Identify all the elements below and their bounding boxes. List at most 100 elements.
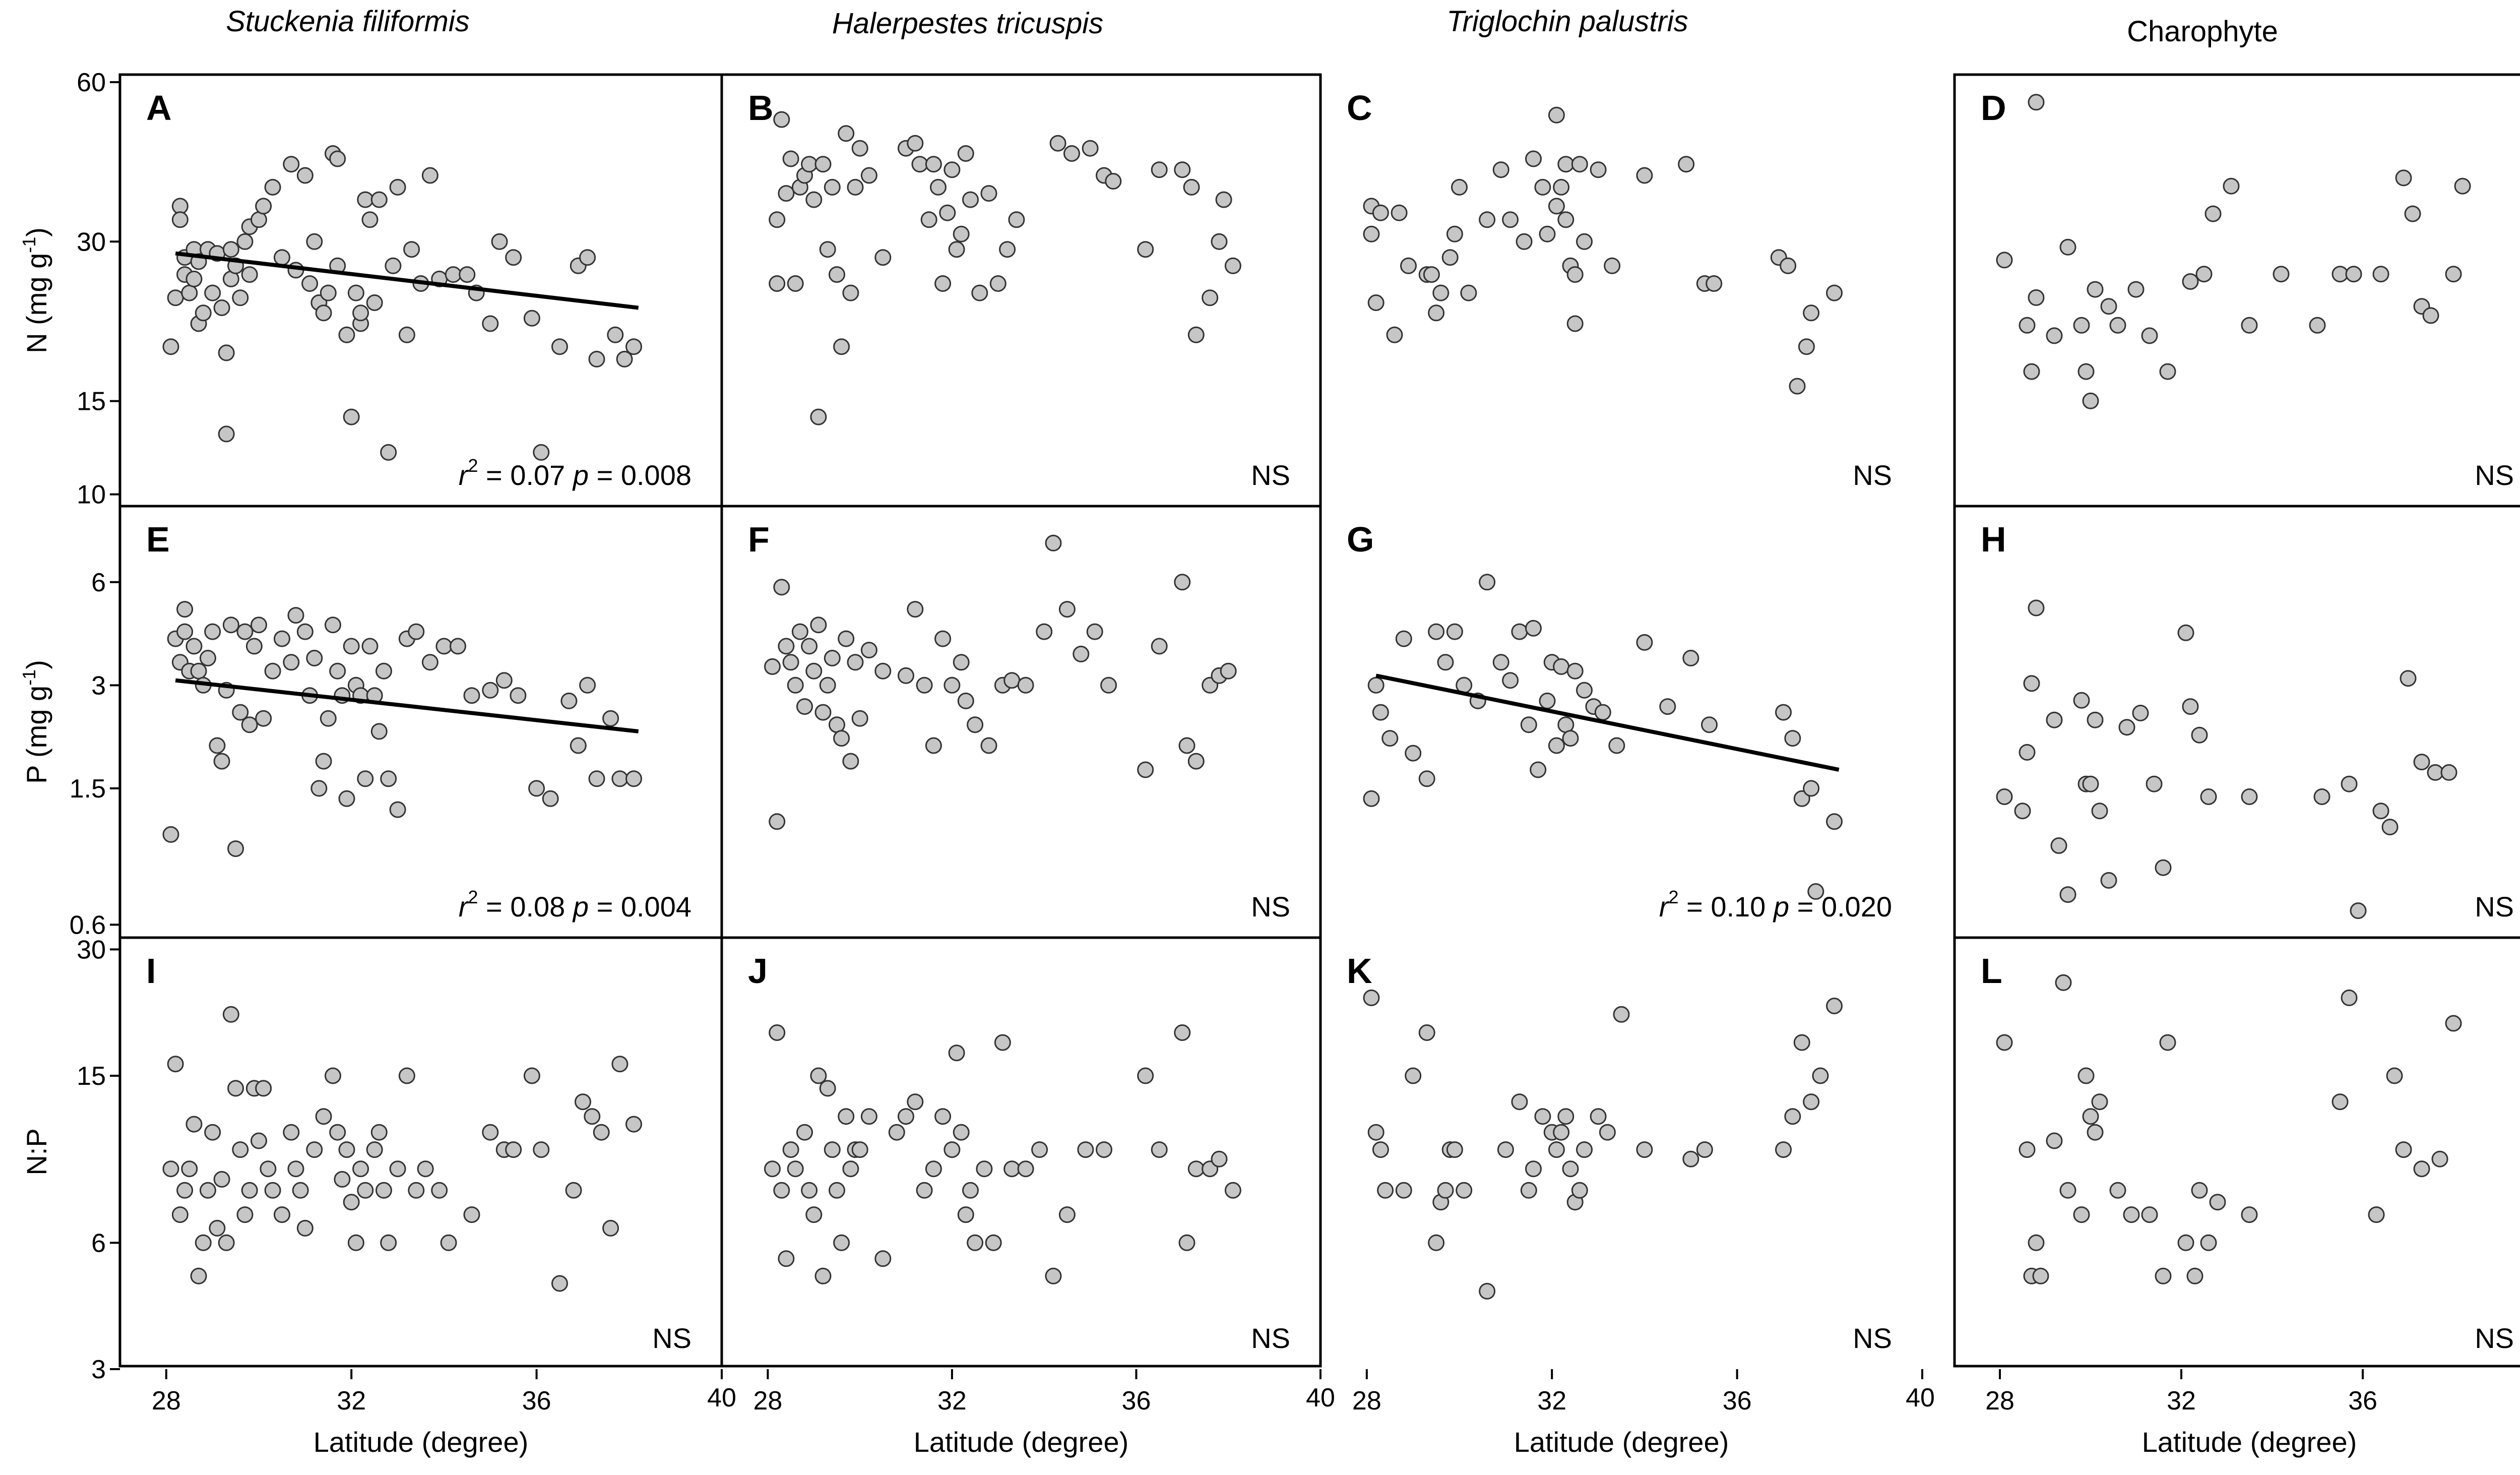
data-point bbox=[847, 654, 864, 671]
data-point bbox=[1174, 1024, 1191, 1041]
data-point bbox=[814, 156, 832, 173]
data-point bbox=[1017, 1160, 1034, 1178]
data-point bbox=[925, 1160, 942, 1178]
panel-f: F NS bbox=[748, 520, 1290, 923]
data-point bbox=[2046, 1132, 2063, 1149]
y-tick-label: 30 bbox=[77, 227, 106, 257]
data-point bbox=[1803, 304, 1820, 322]
panel-frames bbox=[118, 73, 2520, 1368]
data-point bbox=[375, 1182, 392, 1199]
data-point bbox=[338, 1141, 355, 1158]
y-axis-title-np: N:P bbox=[21, 1128, 52, 1175]
data-point bbox=[2445, 266, 2462, 283]
data-point bbox=[366, 294, 383, 311]
x-tick-label: 36 bbox=[522, 1386, 551, 1416]
data-point bbox=[2368, 1206, 2385, 1223]
data-point bbox=[2087, 711, 2104, 728]
data-point bbox=[838, 125, 855, 142]
data-point bbox=[2091, 803, 2108, 820]
data-point bbox=[171, 211, 188, 228]
data-point bbox=[232, 704, 249, 721]
data-point bbox=[829, 266, 845, 283]
data-point bbox=[782, 1141, 799, 1158]
data-point bbox=[625, 770, 642, 787]
data-point bbox=[1613, 1006, 1630, 1023]
data-point bbox=[213, 1171, 230, 1188]
data-point bbox=[2109, 1182, 2126, 1199]
data-point bbox=[459, 266, 476, 283]
data-point bbox=[838, 630, 855, 647]
annotation-h: NS bbox=[2475, 891, 2514, 923]
panel-letter-d: D bbox=[1981, 88, 2006, 128]
data-point bbox=[805, 1206, 823, 1223]
data-point bbox=[292, 1182, 309, 1199]
data-point bbox=[283, 156, 300, 173]
data-point bbox=[241, 1182, 258, 1199]
y-tick-label: 1.5 bbox=[70, 774, 106, 804]
data-point bbox=[1381, 730, 1399, 747]
x-tick-label: 36 bbox=[1723, 1386, 1752, 1416]
data-point bbox=[380, 1234, 397, 1251]
data-point bbox=[528, 780, 545, 797]
data-point bbox=[1599, 1124, 1616, 1141]
data-point bbox=[2223, 177, 2240, 195]
data-point bbox=[2345, 266, 2362, 283]
data-point bbox=[570, 737, 587, 754]
data-point bbox=[2028, 94, 2045, 111]
data-point bbox=[943, 1141, 961, 1158]
data-point bbox=[2091, 1093, 2108, 1111]
data-point bbox=[1557, 1108, 1574, 1125]
data-point bbox=[2400, 670, 2417, 687]
data-point bbox=[440, 1234, 457, 1251]
data-point bbox=[1539, 692, 1556, 709]
data-point bbox=[1367, 294, 1384, 311]
data-point bbox=[260, 1160, 277, 1178]
panel-letter-f: F bbox=[748, 520, 770, 559]
data-point bbox=[204, 284, 221, 301]
data-point bbox=[366, 1141, 383, 1158]
data-point bbox=[2241, 317, 2258, 334]
data-point bbox=[2177, 1234, 2194, 1251]
data-point bbox=[1045, 534, 1062, 551]
data-point bbox=[1696, 1141, 1713, 1158]
data-point bbox=[1036, 623, 1053, 640]
data-point bbox=[2077, 363, 2095, 380]
data-point bbox=[2055, 974, 2072, 991]
data-point bbox=[1058, 601, 1076, 618]
data-point bbox=[1151, 1141, 1168, 1158]
data-point bbox=[2209, 1194, 2226, 1211]
data-point bbox=[579, 249, 596, 266]
data-point bbox=[782, 654, 799, 671]
data-point bbox=[916, 1182, 933, 1199]
data-point bbox=[1590, 161, 1607, 178]
panel-a: Ar2 = 0.07 p = 0.008 bbox=[146, 88, 691, 491]
data-point bbox=[375, 662, 392, 680]
data-point bbox=[171, 1206, 188, 1223]
data-point bbox=[1659, 698, 1676, 715]
data-point bbox=[953, 225, 970, 242]
data-point bbox=[1224, 257, 1241, 274]
data-point bbox=[2118, 719, 2135, 736]
data-point bbox=[2146, 775, 2163, 792]
data-point bbox=[1706, 275, 1723, 292]
data-point bbox=[810, 408, 827, 425]
data-point bbox=[1428, 1234, 1445, 1251]
data-point bbox=[227, 1080, 244, 1097]
data-point bbox=[1479, 574, 1496, 591]
data-point bbox=[1405, 745, 1422, 762]
data-point bbox=[408, 623, 425, 640]
x-tick-label: 28 bbox=[1352, 1386, 1381, 1416]
data-point bbox=[435, 638, 453, 655]
data-point bbox=[1803, 1093, 1820, 1111]
data-point bbox=[250, 617, 267, 634]
data-point bbox=[791, 623, 808, 640]
y-tick-label: 15 bbox=[77, 387, 106, 416]
data-point bbox=[250, 1132, 267, 1149]
data-point bbox=[2273, 266, 2290, 283]
data-point bbox=[588, 350, 605, 367]
data-point bbox=[769, 1024, 786, 1041]
data-point bbox=[2431, 1150, 2448, 1167]
data-point bbox=[888, 1124, 905, 1141]
data-point bbox=[2141, 1206, 2158, 1223]
data-point bbox=[181, 284, 198, 301]
